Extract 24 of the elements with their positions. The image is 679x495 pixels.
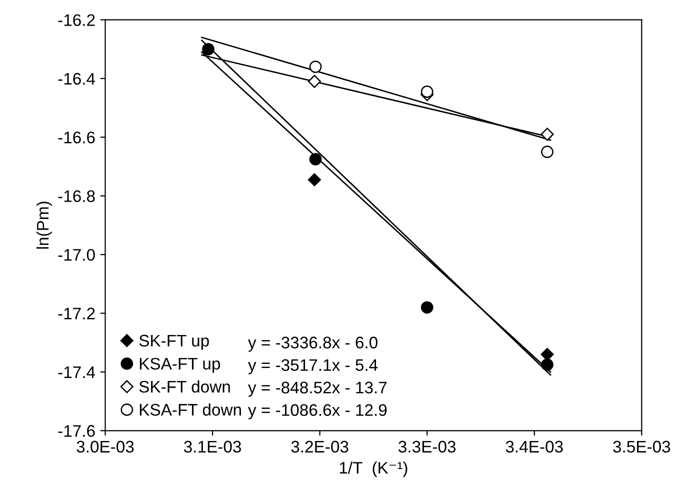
y-tick-label: -17.2	[58, 308, 95, 320]
legend-label: SK-FT up	[139, 334, 209, 350]
y-tick-label: -16.4	[58, 72, 96, 85]
legend-label: KSA-FT up	[140, 358, 220, 373]
legend-label: SK-FT down	[139, 380, 230, 393]
annotation: y = -3336.8x - 6.0	[248, 336, 378, 352]
y-axis-title: ln(Pm)	[36, 202, 52, 249]
y-tick-label: -17.6	[58, 425, 95, 437]
x-tick-label: 3.3E-03	[398, 440, 456, 453]
y-tick-label: -16.2	[58, 14, 95, 26]
y-tick-label: -17.0	[58, 248, 95, 261]
annotation: y = -1086.6x - 12.9	[248, 404, 387, 420]
x-tick-label: 3.0E-03	[76, 440, 134, 453]
x-tick-label: 3.4E-03	[506, 440, 563, 453]
y-tick-label: -16.6	[58, 132, 95, 144]
x-axis-title: 1/T (K⁻¹)	[340, 461, 408, 477]
annotation: y = -3517.1x - 5.4	[248, 359, 378, 374]
x-tick-label: 3.1E-03	[184, 440, 241, 453]
y-tick-label: -16.8	[58, 190, 95, 202]
x-tick-label: 3.5E-03	[613, 440, 670, 453]
x-tick-label: 3.2E-03	[291, 440, 348, 453]
y-tick-label: -17.4	[58, 366, 96, 378]
legend-label: KSA-FT down	[140, 403, 241, 416]
annotation: y = -848.52x - 13.7	[248, 382, 387, 397]
